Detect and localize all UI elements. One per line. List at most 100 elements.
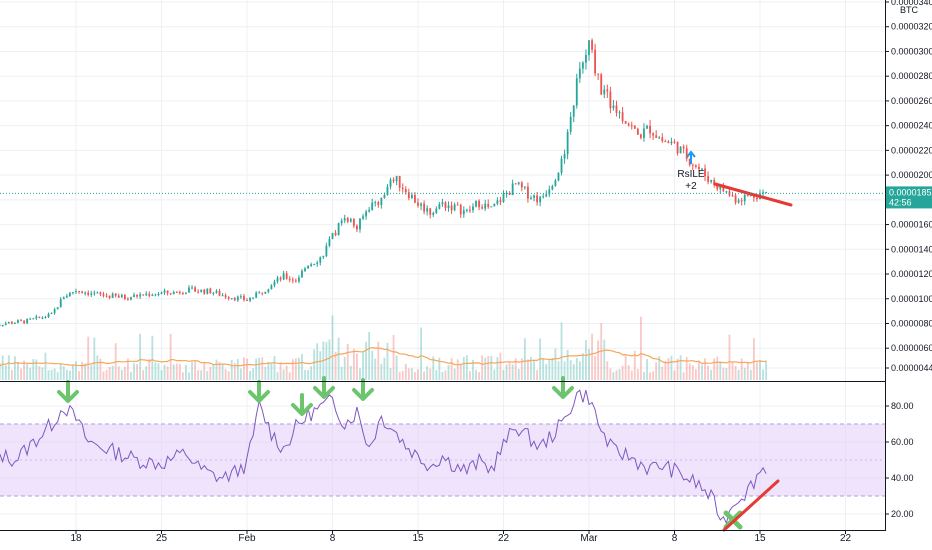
candle-body <box>230 298 233 300</box>
candle-body <box>710 180 713 182</box>
candle-body <box>172 291 175 295</box>
volume-bar <box>401 370 404 380</box>
candle-body <box>142 294 145 296</box>
candle-body <box>93 292 96 294</box>
volume-bar <box>481 355 484 380</box>
candle-body <box>575 78 578 106</box>
volume-bar <box>749 369 752 380</box>
volume-bar <box>581 353 584 380</box>
volume-bar <box>346 343 349 380</box>
volume-bar <box>206 371 209 380</box>
volume-bar <box>246 358 248 380</box>
candle-body <box>102 294 105 296</box>
volume-bar <box>35 359 38 380</box>
candle-body <box>114 293 117 296</box>
candle-body <box>78 291 80 293</box>
candle-body <box>56 307 59 310</box>
volume-bar <box>505 364 508 380</box>
volume-bar <box>319 351 322 380</box>
volume-bar <box>743 367 746 380</box>
candle-body <box>407 192 410 199</box>
green-down-arrow-icon <box>248 380 270 403</box>
volume-bar <box>84 363 87 380</box>
volume-bar <box>151 335 154 380</box>
volume-bar <box>181 372 184 380</box>
candle-body <box>389 179 392 187</box>
volume-bar <box>10 369 13 380</box>
volume-bar <box>163 364 166 380</box>
volume-bar <box>737 369 740 380</box>
volume-bar <box>725 368 728 380</box>
volume-bar <box>270 363 273 380</box>
candle-body <box>563 154 566 159</box>
volume-bar <box>722 367 725 380</box>
time-tick-label: 18 <box>70 533 82 544</box>
candle-body <box>539 196 542 203</box>
volume-bar <box>612 372 615 380</box>
price-trend-line <box>713 182 793 207</box>
time-tick-label: Mar <box>580 533 598 544</box>
time-tick-label: 25 <box>156 533 168 544</box>
volume-bar <box>145 366 148 380</box>
volume-bar <box>646 359 648 380</box>
candle-body <box>20 320 22 322</box>
candle-body <box>194 287 197 292</box>
candle-body <box>41 317 44 319</box>
candle-body <box>685 148 688 159</box>
volume-bar <box>450 358 453 380</box>
candle-body <box>615 105 618 113</box>
volume-bar <box>701 364 703 380</box>
volume-bar <box>301 354 303 380</box>
candle-body <box>530 197 532 199</box>
volume-bar <box>285 365 288 380</box>
candle-body <box>762 192 764 194</box>
candle-body <box>246 300 248 302</box>
candle-body <box>59 299 62 308</box>
candle-body <box>243 296 245 301</box>
candle-body <box>545 194 548 197</box>
candle-body <box>218 290 221 296</box>
candle-body <box>252 297 255 299</box>
volume-bar <box>142 370 145 380</box>
candle-body <box>239 296 242 298</box>
volume-bar <box>185 364 187 380</box>
candle-body <box>572 105 575 117</box>
volume-bar <box>380 363 383 380</box>
volume-bar <box>756 362 758 380</box>
candle-body <box>264 291 267 294</box>
volume-bar <box>87 336 90 380</box>
volume-bar <box>239 368 242 380</box>
volume-bar <box>465 355 468 380</box>
candle-body <box>447 205 450 209</box>
volume-bar <box>166 366 169 380</box>
candle-body <box>130 297 132 300</box>
candle-body <box>737 200 740 203</box>
volume-bar <box>661 366 664 380</box>
candle-body <box>206 288 209 294</box>
volume-bar <box>93 337 96 380</box>
candle-body <box>475 200 477 207</box>
volume-bar <box>698 361 700 380</box>
candle-body <box>569 116 572 132</box>
candle-body <box>215 290 218 293</box>
candle-body <box>566 131 569 155</box>
candle-body <box>111 293 114 298</box>
volume-bar <box>606 361 609 380</box>
volume-bar <box>56 372 59 380</box>
candle-body <box>658 137 661 139</box>
volume-bar <box>343 356 346 380</box>
candle-body <box>536 195 539 203</box>
volume-bar <box>673 370 676 380</box>
candle-body <box>249 297 251 301</box>
candle-body <box>120 294 123 298</box>
candle-body <box>304 268 306 271</box>
candle-body <box>670 141 673 144</box>
volume-bar <box>148 358 151 380</box>
candle-body <box>197 291 200 293</box>
volume-bar <box>649 372 651 380</box>
annotations: RsILE+2 <box>0 150 885 532</box>
candle-body <box>746 194 749 196</box>
